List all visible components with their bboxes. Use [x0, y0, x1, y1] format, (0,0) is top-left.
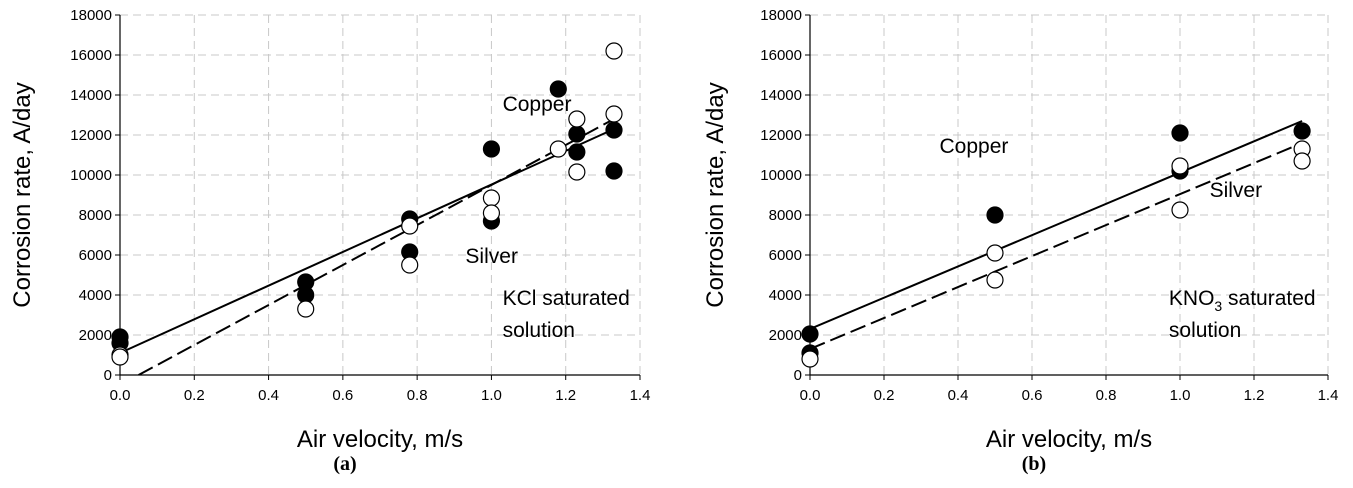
panel-a-annotation-text: KCl saturated: [503, 287, 630, 310]
panel-a-silver-point: [482, 189, 501, 207]
panel-b-x-tick-label: 0.6: [1022, 387, 1043, 404]
panel-b-copper-fit-line: [810, 120, 1303, 330]
panel-a-y-tick-label: 16000: [70, 47, 112, 64]
panel-b-annotation: KNO3 saturated: [1169, 287, 1316, 314]
panel-b-annotation: solution: [1169, 319, 1241, 342]
panel-a-annotation: Silver: [465, 245, 518, 268]
panel-a-silver-point: [297, 300, 315, 318]
panel-b-x-tick-label: 0.2: [874, 387, 895, 404]
panel-b-silver-fit-line: [810, 142, 1303, 350]
panel-a-silver-point: [111, 348, 129, 366]
panel-b-y-tick-label: 18000: [760, 7, 802, 24]
panel-b-y-tick-label: 6000: [769, 247, 802, 264]
panel-a-chart: 0 2000 4000 6000 8000 10000 12000 14000 16000 180…: [9, 7, 650, 475]
panel-b-chart: 0 2000 4000 6000 8000 10000 12000 14000 16000 180…: [702, 7, 1338, 475]
panel-b-x-tick-label: 0.8: [1096, 387, 1117, 404]
panel-b-copper-point: [1171, 124, 1189, 142]
panel-a-silver-point: [568, 110, 586, 128]
panel-a-x-tick-label: 0.8: [407, 387, 428, 404]
panel-a-copper-point: [549, 80, 567, 98]
panel-b-y-tick-label: 16000: [760, 47, 802, 64]
panel-a-copper-point: [605, 121, 623, 139]
panel-b-copper-point: [801, 325, 819, 343]
panel-a-annotation: KCl saturated: [503, 287, 630, 310]
panel-a-y-tick-label: 18000: [70, 7, 112, 24]
panel-a-x-tick-label: 0.6: [332, 387, 353, 404]
panel-a-annotation: Copper: [503, 93, 572, 116]
panel-a-y-tick-label: 2000: [79, 327, 112, 344]
panel-a-x-axis-title: Air velocity, m/s: [297, 426, 463, 453]
panel-b-x-tick-label: 0.0: [800, 387, 821, 404]
panel-b-silver-point: [1293, 152, 1311, 170]
panel-b-silver-point: [986, 244, 1004, 262]
panel-b-silver-point: [801, 350, 819, 368]
panel-b-y-tick-label: 8000: [769, 207, 802, 224]
panel-a-x-tick-label: 1.2: [555, 387, 576, 404]
panel-a-y-tick-label: 12000: [70, 127, 112, 144]
panel-a-y-tick-label: 14000: [70, 87, 112, 104]
panel-a-y-axis-title: Corrosion rate, A/day: [9, 82, 36, 307]
panel-b-annotation: Copper: [940, 135, 1009, 158]
panel-a-copper-point: [568, 143, 586, 161]
panel-a-label: (a): [333, 453, 356, 475]
panel-b-x-tick-label: 1.4: [1318, 387, 1339, 404]
panel-b-y-axis-title: Corrosion rate, A/day: [702, 82, 729, 307]
panel-a-y-tick-label: 10000: [70, 167, 112, 184]
panel-a-y-tick-label: 0: [104, 367, 112, 384]
panel-a-annotation: solution: [503, 319, 575, 342]
panel-b-annotation-text: Copper: [940, 135, 1009, 158]
panel-b-y-tick-label: 14000: [760, 87, 802, 104]
panel-b-annotation-subscript: 3: [1214, 298, 1222, 314]
panel-a-x-tick-label: 0.4: [258, 387, 279, 404]
panel-a-silver-point: [401, 256, 419, 274]
panel-a-x-tick-label: 0.0: [110, 387, 131, 404]
panel-b-x-axis-title: Air velocity, m/s: [986, 426, 1152, 453]
panel-a-silver-point: [605, 105, 623, 123]
panel-a-silver-point: [605, 42, 623, 60]
panel-b-annotation-text: solution: [1169, 319, 1241, 342]
panel-a-y-tick-label: 6000: [79, 247, 112, 264]
panel-b-y-tick-label: 10000: [760, 167, 802, 184]
panel-b-y-tick-label: 0: [794, 367, 802, 384]
panel-a-y-tick-label: 4000: [79, 287, 112, 304]
panel-a-silver-fit-line: [138, 118, 615, 375]
panel-b-copper-point: [1293, 122, 1311, 140]
panel-b-y-tick-label: 2000: [769, 327, 802, 344]
panel-a-silver-point: [401, 217, 419, 235]
panel-a-annotation-text: Copper: [503, 93, 572, 116]
panel-b-silver-point: [1171, 201, 1189, 219]
panel-a-copper-point: [605, 162, 623, 180]
panel-b-silver-point: [1171, 157, 1189, 175]
panel-b-x-tick-label: 0.4: [948, 387, 969, 404]
panel-a-x-tick-label: 1.0: [481, 387, 502, 404]
panel-a-annotation-text: solution: [503, 319, 575, 342]
panel-b-copper-point: [986, 206, 1004, 224]
panel-b-annotation-text: Silver: [1210, 179, 1263, 202]
panel-b-y-tick-label: 4000: [769, 287, 802, 304]
panel-b-silver-point: [986, 271, 1004, 289]
panel-b-y-tick-label: 12000: [760, 127, 802, 144]
panel-a-copper-point: [482, 140, 501, 158]
panel-b-annotation-text: KNO: [1169, 287, 1215, 310]
panel-b-x-tick-label: 1.2: [1244, 387, 1265, 404]
panel-a-copper-fit-line: [120, 128, 615, 354]
panel-a-x-tick-label: 0.2: [184, 387, 205, 404]
panel-b-annotation-rest: saturated: [1222, 287, 1315, 310]
panel-b-label: (b): [1022, 453, 1046, 475]
panel-a-annotation-text: Silver: [465, 245, 518, 268]
panel-a-copper-point: [568, 125, 586, 143]
panel-b-x-tick-label: 1.0: [1170, 387, 1191, 404]
panel-b-annotation: Silver: [1210, 179, 1263, 202]
panel-a-silver-point: [482, 204, 501, 222]
panel-a-x-tick-label: 1.4: [630, 387, 651, 404]
panel-a-y-tick-label: 8000: [79, 207, 112, 224]
panel-a-silver-point: [549, 140, 567, 158]
panel-a-silver-point: [568, 163, 586, 181]
